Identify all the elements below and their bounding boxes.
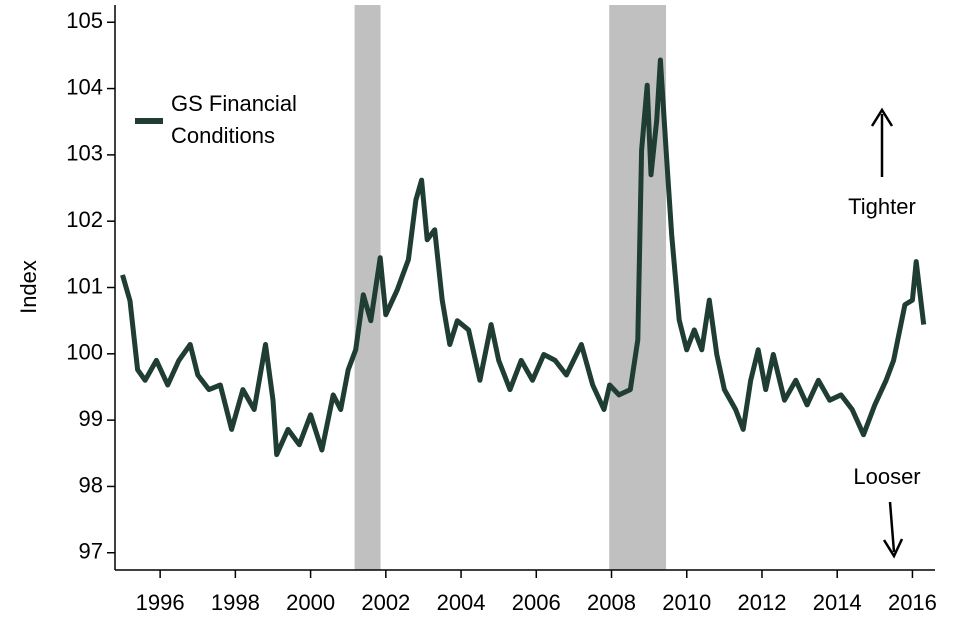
annotation: Looser [853, 464, 920, 489]
x-tick-label: 1998 [211, 590, 260, 615]
x-tick-label: 2014 [813, 590, 862, 615]
y-tick-label: 103 [66, 141, 103, 166]
arrow-head [870, 107, 894, 127]
x-tick-label: 2002 [361, 590, 410, 615]
y-tick-label: 101 [66, 273, 103, 298]
y-tick-label: 99 [79, 406, 103, 431]
legend-label: GS Financial Conditions [171, 91, 297, 148]
x-tick-label: 2008 [587, 590, 636, 615]
arrow [888, 501, 896, 553]
legend-swatch [135, 118, 163, 124]
y-tick-label: 102 [66, 207, 103, 232]
y-tick-label: 105 [66, 8, 103, 33]
y-tick-label: 98 [79, 472, 103, 497]
series-line [120, 57, 927, 458]
x-tick-label: 2006 [512, 590, 561, 615]
line-layer [120, 57, 927, 458]
x-tick-label: 2010 [662, 590, 711, 615]
x-tick-label: 2000 [286, 590, 335, 615]
y-tick-label: 100 [66, 340, 103, 365]
y-tick-label: 104 [66, 74, 103, 99]
shading-layer [354, 5, 667, 570]
annotation: Tighter [848, 194, 916, 219]
arrow-head [882, 538, 904, 559]
y-tick-label: 97 [79, 539, 103, 564]
x-tick-label: 1996 [136, 590, 185, 615]
y-axis-label: Index [16, 260, 41, 314]
x-tick-label: 2016 [888, 590, 937, 615]
x-tick-label: 2012 [737, 590, 786, 615]
x-tick-label: 2004 [437, 590, 486, 615]
